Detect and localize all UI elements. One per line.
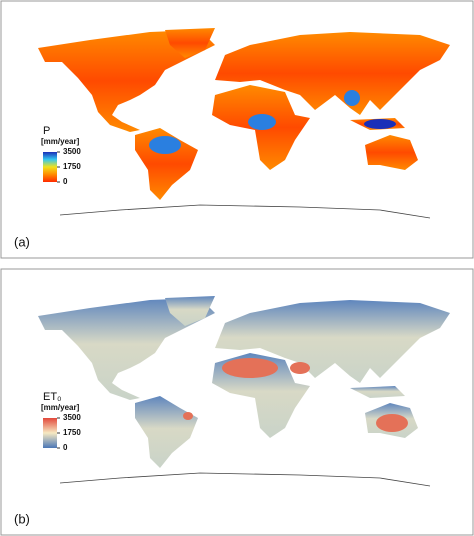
- legend-unit: [mm/year]: [41, 403, 80, 412]
- colorbar: [43, 152, 57, 182]
- colorbar-tick-label: 0: [63, 177, 68, 186]
- legend: P[mm/year]3500 1750 0 (a): [14, 125, 81, 250]
- colorbar: [43, 418, 57, 448]
- colorbar-tick-label: 3500: [63, 147, 81, 156]
- legend-title: ET₀: [43, 391, 62, 403]
- antarctica-outline: [59, 472, 431, 487]
- colorbar-tick-label: 3500: [63, 413, 81, 422]
- wet-regions: [149, 90, 396, 154]
- antarctica-outline: [59, 204, 431, 219]
- dry-regions: [183, 358, 408, 432]
- colorbar-tick-label: 1750: [63, 428, 81, 437]
- panel-b: [0, 268, 474, 536]
- legend-unit: [mm/year]: [41, 137, 80, 146]
- colorbar-tick-label: 0: [63, 443, 68, 452]
- colorbar-tick-label: 1750: [63, 162, 81, 171]
- panel-label: (b): [14, 511, 30, 526]
- panel-label: (a): [14, 234, 30, 249]
- legend-title: P: [43, 125, 50, 137]
- panel-a: [0, 0, 474, 259]
- legend: ET₀[mm/year]3500 1750 0 (b): [14, 391, 81, 527]
